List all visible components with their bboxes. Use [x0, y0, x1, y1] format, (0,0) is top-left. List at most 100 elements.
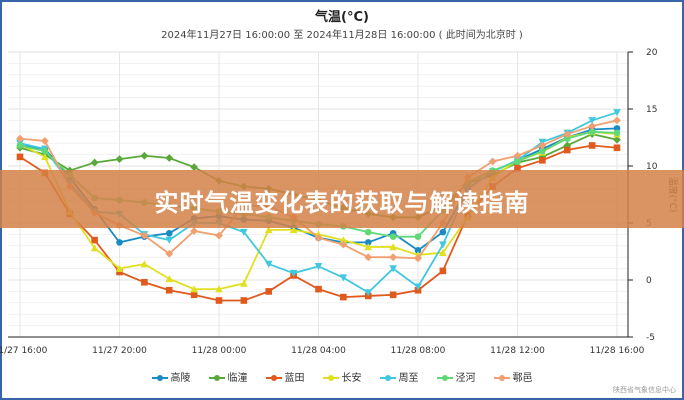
legend-marker-icon: [379, 375, 396, 381]
data-point: [240, 279, 248, 287]
data-point: [613, 116, 621, 125]
data-point: [240, 228, 248, 236]
data-point: [289, 226, 298, 234]
data-point: [215, 285, 223, 293]
data-point: [613, 144, 621, 152]
legend-item[interactable]: 临潼: [208, 369, 248, 384]
legend-item[interactable]: 长安: [322, 369, 362, 384]
data-point: [314, 233, 323, 242]
data-point: [190, 227, 199, 235]
data-point: [563, 141, 572, 150]
data-point: [314, 263, 323, 271]
data-point: [264, 226, 273, 234]
y-tick-label: 15: [646, 105, 657, 115]
data-point: [563, 130, 572, 138]
data-point: [439, 267, 447, 275]
data-point: [41, 153, 49, 161]
data-point: [165, 286, 173, 294]
data-point: [339, 240, 348, 249]
data-point: [165, 236, 174, 244]
data-point: [264, 260, 273, 268]
legend-marker-icon: [493, 375, 510, 381]
data-point: [563, 135, 571, 142]
data-point: [140, 260, 149, 268]
legend-label: 鄠邑: [512, 373, 533, 384]
data-point: [389, 233, 397, 240]
legend-label: 周至: [398, 373, 419, 384]
x-tick-label: 11/28 16:00: [590, 346, 645, 356]
data-point: [389, 291, 397, 299]
legend-marker-icon: [208, 375, 225, 381]
data-point: [116, 239, 123, 246]
data-point: [539, 147, 546, 155]
data-point: [588, 117, 596, 125]
data-point: [215, 297, 223, 304]
data-point: [140, 231, 149, 240]
data-point: [514, 164, 521, 172]
data-point: [165, 154, 174, 162]
data-point: [115, 264, 124, 272]
data-point: [115, 155, 124, 164]
data-point: [40, 137, 49, 145]
data-point: [265, 288, 273, 295]
watermark: 陕西省气象信息中心: [613, 386, 676, 394]
data-point: [165, 275, 174, 283]
y-tick-label: -5: [646, 333, 655, 343]
data-point: [190, 291, 198, 299]
title-banner: [0, 170, 684, 228]
y-tick-label: 20: [646, 48, 658, 58]
data-point: [539, 157, 546, 164]
data-point: [538, 141, 547, 150]
data-point: [488, 157, 497, 166]
data-point: [165, 229, 173, 237]
data-point: [91, 236, 98, 244]
legend: 高陵 临潼 蓝田 长安 周至 泾河 鄠邑: [0, 369, 684, 384]
data-point: [41, 147, 49, 155]
data-point: [364, 243, 373, 251]
data-point: [240, 297, 248, 304]
data-point: [439, 228, 447, 236]
data-point: [513, 151, 522, 160]
legend-item[interactable]: 周至: [379, 369, 419, 384]
legend-label: 蓝田: [284, 373, 305, 384]
chart-subtitle: 2024年11月27日 16:00:00 至 2024年11月28日 16:00…: [161, 30, 523, 41]
data-point: [16, 153, 24, 161]
data-point: [514, 158, 521, 165]
legend-label: 高陵: [170, 373, 191, 384]
data-point: [190, 285, 198, 293]
x-tick-label: 11/28 04:00: [291, 346, 346, 356]
data-point: [439, 248, 447, 256]
data-point: [389, 253, 398, 262]
legend-marker-icon: [322, 375, 339, 381]
legend-item[interactable]: 蓝田: [265, 369, 305, 384]
data-point: [315, 285, 322, 293]
data-point: [16, 134, 24, 143]
data-point: [613, 109, 621, 117]
data-point: [364, 228, 372, 236]
legend-label: 长安: [341, 373, 362, 384]
data-point: [140, 151, 149, 160]
x-tick-label: 11/28 12:00: [490, 346, 545, 356]
legend-item[interactable]: 高陵: [151, 369, 191, 384]
legend-marker-icon: [265, 375, 282, 381]
data-point: [439, 241, 447, 249]
legend-marker-icon: [436, 375, 453, 381]
data-point: [90, 158, 99, 167]
data-point: [389, 243, 397, 251]
data-point: [364, 253, 373, 262]
x-tick-label: 11/27 20:00: [92, 346, 147, 356]
legend-item[interactable]: 泾河: [436, 369, 476, 384]
data-point: [16, 142, 24, 149]
chart-title: 气温(°C): [315, 10, 369, 25]
data-point: [588, 128, 596, 136]
legend-label: 泾河: [455, 373, 476, 384]
data-point: [414, 283, 422, 291]
data-point: [414, 247, 422, 254]
data-point: [588, 142, 596, 149]
data-point: [613, 135, 621, 144]
y-tick-label: 10: [646, 162, 658, 172]
banner-text: 实时气温变化表的获取与解读指南: [154, 189, 530, 217]
data-point: [340, 293, 347, 301]
legend-item[interactable]: 鄠邑: [493, 369, 533, 384]
legend-marker-icon: [151, 375, 168, 381]
